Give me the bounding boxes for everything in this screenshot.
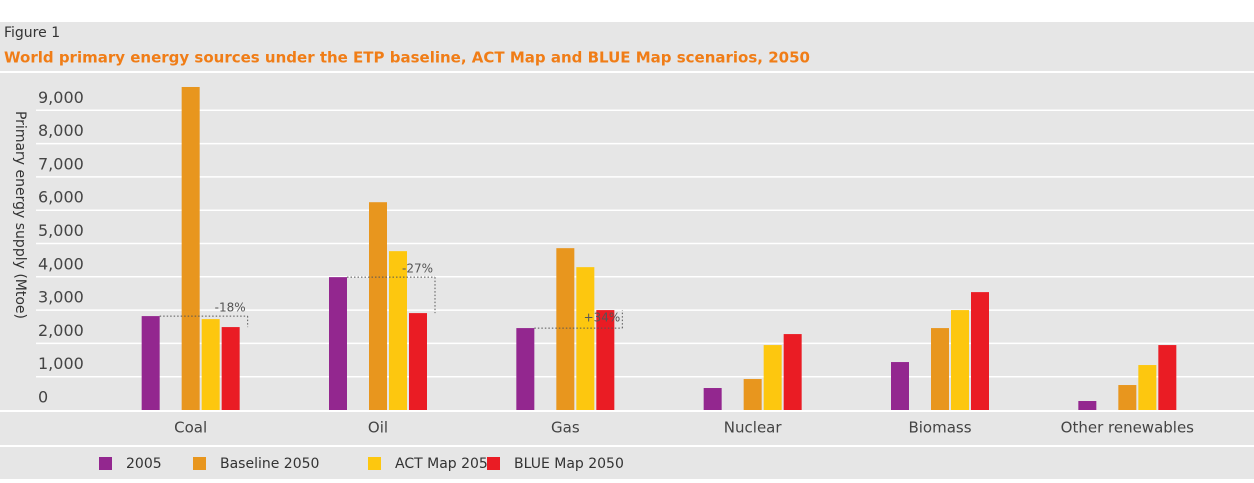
bar [1158,345,1177,410]
bar [201,319,220,410]
x-tick-label: Nuclear [724,419,783,437]
legend-swatch [99,457,112,470]
y-tick-label: 3,000 [38,288,84,307]
bar [141,316,160,410]
bar [221,327,240,410]
x-tick-label: Coal [174,419,207,437]
x-tick-label: Gas [551,419,580,437]
bar [891,362,909,410]
legend-swatch [193,457,206,470]
bar [743,379,762,410]
legend-label: Baseline 2050 [220,456,319,472]
y-tick-label: 7,000 [38,154,84,173]
bar [703,388,722,410]
bar [409,313,427,410]
annotation: -18% [215,301,246,315]
bar [783,334,802,410]
legend-label: BLUE Map 2050 [514,456,624,472]
figure-label: Figure 1 [4,25,60,41]
annotation: +34% [584,311,621,325]
annotation: -27% [402,262,433,276]
bar [556,248,575,410]
legend-swatch [487,457,500,470]
header-band [0,0,1254,22]
bar [329,277,347,410]
bar [181,86,200,411]
y-tick-label: 5,000 [38,221,84,240]
bar [576,267,595,410]
y-axis-label: Primary energy supply (Mtoe) [12,111,28,319]
chart-title: World primary energy sources under the E… [4,49,810,67]
y-tick-label: 1,000 [38,354,84,373]
x-tick-label: Oil [368,419,388,437]
y-tick-label: 0 [38,388,48,407]
bar [971,292,989,410]
legend-label: ACT Map 2050 [395,456,497,472]
bar [389,251,407,410]
bar [1078,401,1097,410]
bar [763,345,782,410]
y-tick-label: 4,000 [38,254,84,273]
y-tick-label: 9,000 [38,88,84,107]
bar [1138,365,1157,410]
bar [516,328,535,410]
bar [951,310,969,410]
legend-label: 2005 [126,456,162,472]
x-tick-label: Other renewables [1061,419,1195,437]
bar [931,328,949,410]
x-tick-label: Biomass [908,419,971,437]
bar [1118,385,1137,410]
y-tick-label: 2,000 [38,321,84,340]
bar [369,202,387,410]
bar [596,310,615,410]
legend-swatch [368,457,381,470]
y-tick-label: 6,000 [38,188,84,207]
y-tick-label: 8,000 [38,121,84,140]
